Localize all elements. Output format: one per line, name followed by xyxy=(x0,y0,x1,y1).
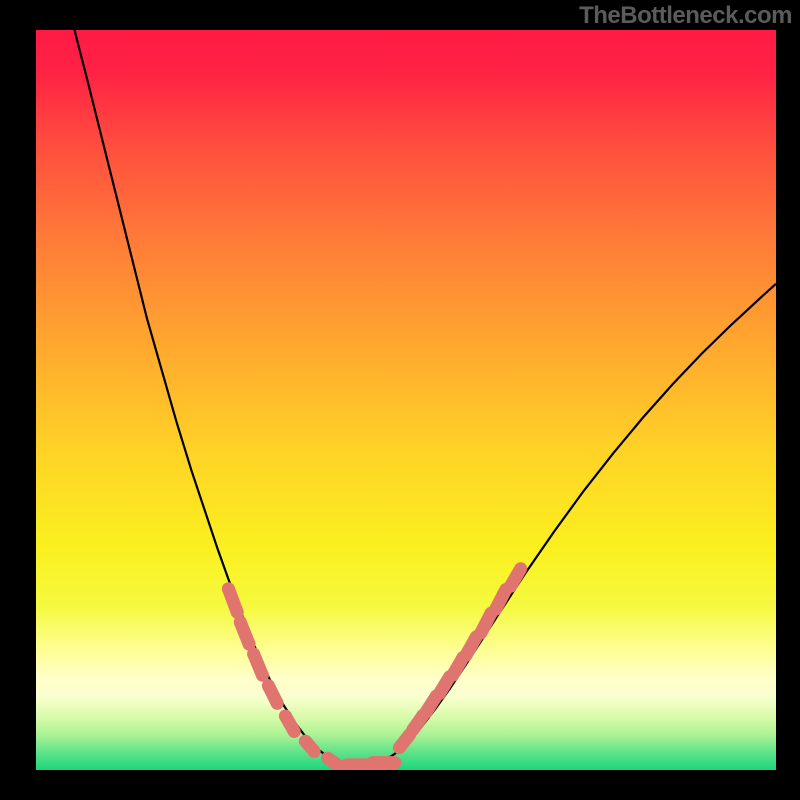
chart-frame: TheBottleneck.com xyxy=(0,0,800,800)
marker-capsule xyxy=(247,647,269,681)
marker-capsule xyxy=(279,709,301,738)
marker-capsule xyxy=(262,679,284,710)
plot-area xyxy=(36,30,776,770)
marker-capsule xyxy=(222,582,244,619)
marker-capsule xyxy=(299,735,321,758)
curve-layer xyxy=(36,30,776,770)
watermark-text: TheBottleneck.com xyxy=(579,2,792,30)
marker-capsule xyxy=(366,756,401,769)
marker-capsule xyxy=(234,616,256,651)
bottleneck-curve xyxy=(74,30,776,767)
marker-capsule xyxy=(321,752,343,770)
